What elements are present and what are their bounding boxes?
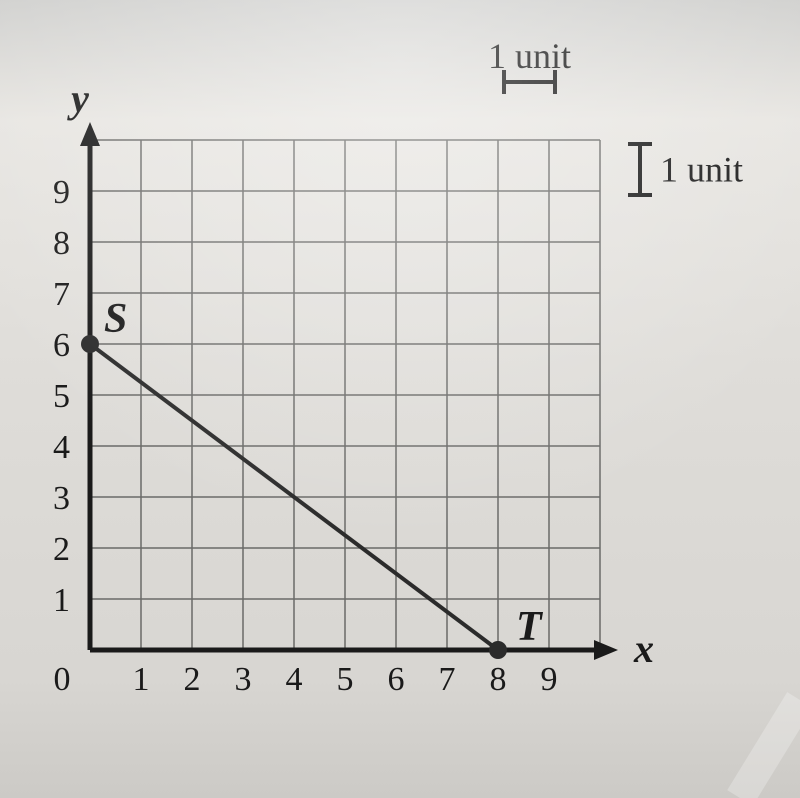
y-tick-label: 3: [53, 480, 70, 517]
x-tick-label: 4: [286, 661, 303, 698]
y-tick-label: 7: [53, 276, 70, 313]
coordinate-grid-chart: 1234567891234567890yxST1 unit1 unit: [0, 0, 800, 798]
point-s: [81, 335, 99, 353]
point-label-t: T: [516, 604, 544, 650]
x-tick-label: 2: [184, 661, 201, 698]
x-tick-label: 6: [388, 661, 405, 698]
y-tick-label: 8: [53, 225, 70, 262]
point-t: [489, 641, 507, 659]
chart-container: 1234567891234567890yxST1 unit1 unit: [0, 0, 800, 798]
y-tick-label: 6: [53, 327, 70, 364]
x-axis-label: x: [633, 626, 654, 671]
horizontal-unit-label: 1 unit: [488, 36, 571, 76]
x-tick-label: 3: [235, 661, 252, 698]
y-tick-label: 1: [53, 582, 70, 619]
origin-label: 0: [54, 661, 71, 698]
y-tick-label: 5: [53, 378, 70, 415]
y-tick-label: 9: [53, 174, 70, 211]
vertical-unit-label: 1 unit: [660, 150, 743, 190]
y-axis-label: y: [67, 76, 89, 121]
point-label-s: S: [104, 296, 127, 342]
y-tick-label: 2: [53, 531, 70, 568]
x-tick-label: 7: [439, 661, 456, 698]
x-tick-label: 5: [337, 661, 354, 698]
x-tick-label: 9: [541, 661, 558, 698]
x-tick-label: 8: [490, 661, 507, 698]
x-tick-label: 1: [133, 661, 150, 698]
glare-line: [740, 700, 800, 798]
y-tick-label: 4: [53, 429, 70, 466]
